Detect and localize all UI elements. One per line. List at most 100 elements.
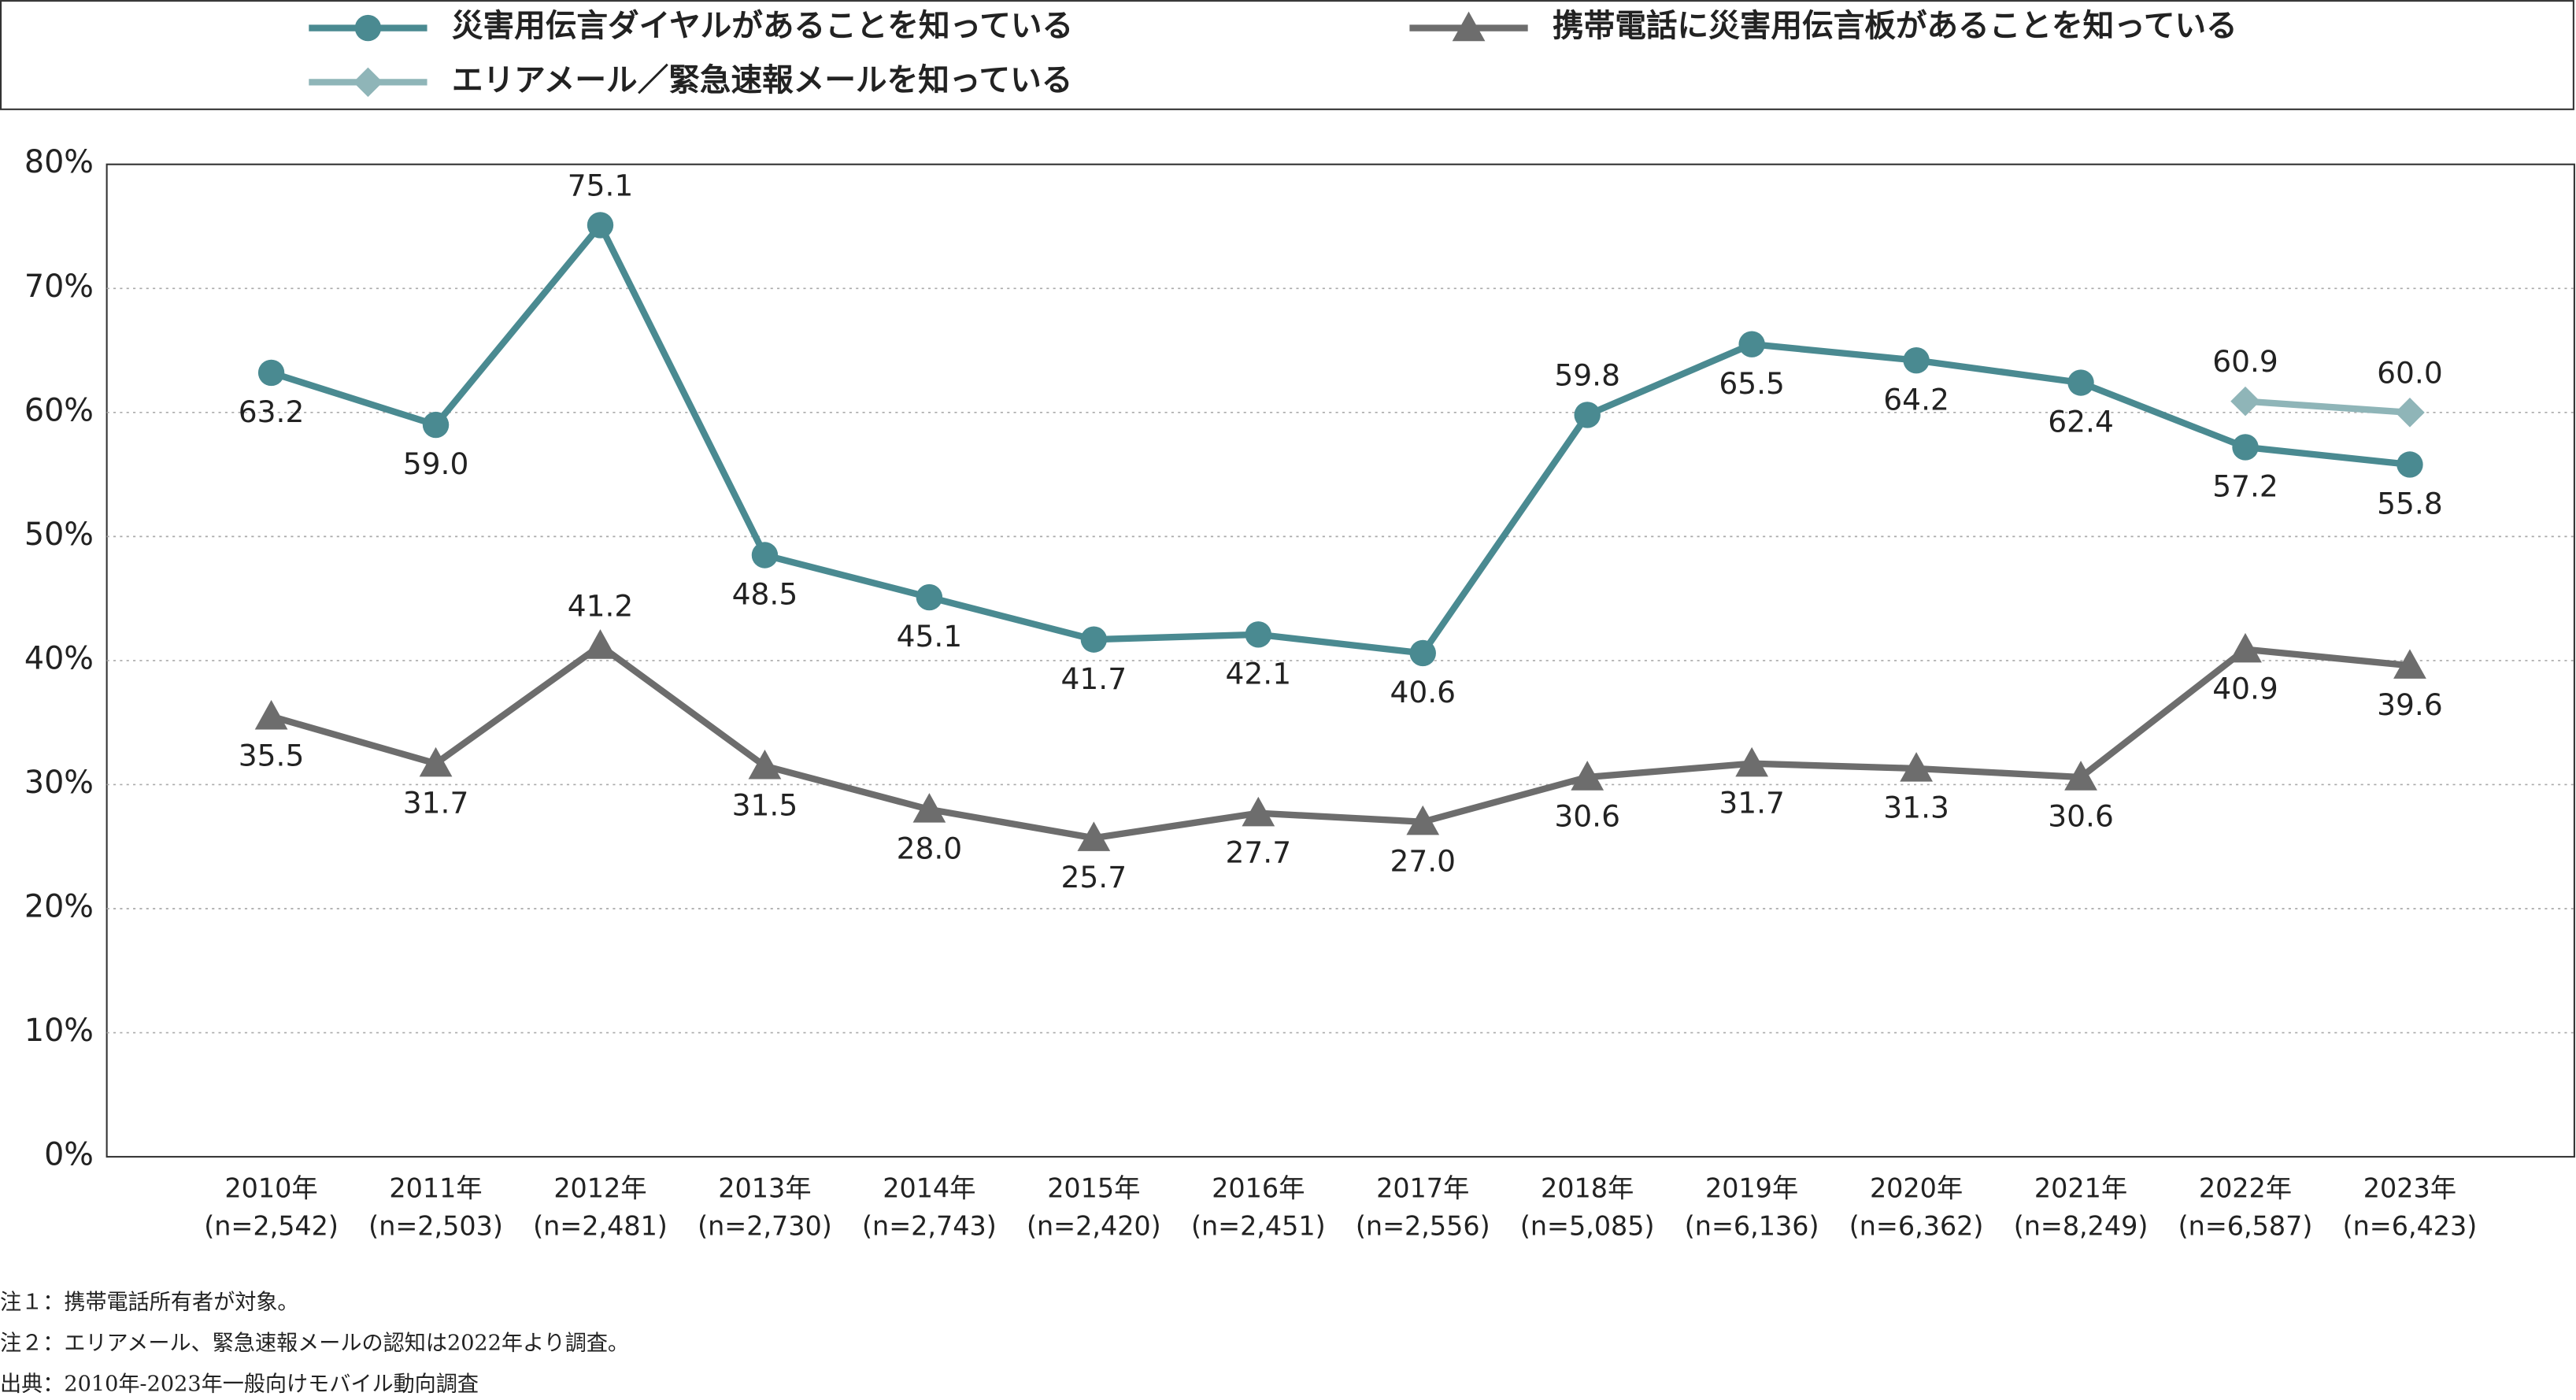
x-tick-label: 2019年: [1705, 1172, 1798, 1203]
marker: [2232, 434, 2259, 461]
marker: [419, 746, 453, 777]
legend-label: 災害用伝言ダイヤルがあることを知っている: [452, 8, 1073, 44]
x-tick-label: 2018年: [1541, 1172, 1634, 1203]
data-label: 41.2: [568, 589, 634, 624]
data-label: 31.7: [1719, 785, 1785, 820]
data-label: 55.8: [2377, 487, 2443, 521]
data-label: 40.9: [2212, 671, 2278, 706]
marker: [422, 411, 450, 439]
x-tick-label: (n=2,743): [862, 1210, 997, 1241]
x-tick-label: (n=2,503): [368, 1210, 503, 1241]
series-line: [2245, 398, 2411, 416]
marker: [254, 699, 288, 730]
series-line: [270, 641, 2411, 842]
legend-box: [0, 0, 2574, 110]
y-tick-label: 20%: [24, 889, 94, 925]
y-tick-label: 10%: [24, 1013, 94, 1049]
data-label: 64.2: [1883, 382, 1949, 417]
x-tick-label: 2012年: [553, 1172, 646, 1203]
data-label: 40.6: [1390, 675, 1456, 709]
data-label: 42.1: [1225, 657, 1291, 691]
data-label: 35.5: [239, 738, 305, 772]
marker: [1242, 796, 1275, 827]
data-label: 30.6: [2048, 799, 2114, 834]
marker: [587, 212, 614, 239]
data-label: 27.0: [1390, 843, 1456, 878]
marker: [1738, 331, 1765, 357]
marker: [583, 629, 617, 659]
legend-label: エリアメール／緊急速報メールを知っている: [452, 62, 1073, 98]
data-label: 65.5: [1719, 366, 1785, 401]
marker: [2396, 451, 2423, 478]
marker: [1574, 402, 1601, 428]
marker: [1409, 639, 1436, 667]
x-tick-label: 2017年: [1376, 1172, 1469, 1203]
x-tick-label: (n=6,362): [1849, 1210, 1984, 1241]
marker: [1080, 626, 1108, 653]
x-tick-label: 2022年: [2199, 1172, 2292, 1203]
marker: [2229, 632, 2262, 663]
marker: [1406, 805, 1440, 835]
x-tick-label: (n=2,556): [1356, 1210, 1490, 1241]
x-tick-label: (n=2,420): [1027, 1210, 1161, 1241]
series-line: [270, 219, 2411, 657]
data-label: 45.1: [897, 619, 963, 654]
marker: [1900, 752, 1933, 782]
note: 注２：エリアメール、緊急速報メールの認知は2022年より調査。: [0, 1331, 629, 1356]
marker: [912, 793, 946, 823]
y-tick-label: 30%: [24, 765, 94, 801]
x-tick-label: 2021年: [2034, 1172, 2127, 1203]
marker: [1245, 621, 1271, 648]
data-label: 60.0: [2377, 355, 2443, 390]
x-tick-label: 2016年: [1212, 1172, 1305, 1203]
x-tick-label: (n=8,249): [2014, 1210, 2149, 1241]
marker: [748, 749, 782, 780]
marker: [354, 14, 382, 42]
data-label: 31.7: [403, 785, 469, 820]
marker: [1452, 11, 1486, 42]
data-label: 59.0: [403, 446, 469, 481]
x-tick-label: (n=2,451): [1191, 1210, 1326, 1241]
x-tick-label: (n=2,481): [533, 1210, 668, 1241]
marker: [1077, 821, 1111, 851]
marker: [1735, 746, 1769, 777]
x-tick-label: (n=5,085): [1520, 1210, 1655, 1241]
x-tick-label: 2010年: [224, 1172, 317, 1203]
x-tick-label: (n=6,587): [2178, 1210, 2313, 1241]
y-tick-label: 80%: [24, 144, 94, 180]
marker: [2064, 761, 2097, 791]
data-label: 27.7: [1225, 835, 1291, 869]
x-tick-label: 2023年: [2363, 1172, 2456, 1203]
y-tick-label: 60%: [24, 392, 94, 428]
marker: [751, 542, 779, 569]
marker: [1571, 761, 1604, 791]
source: 出典：2010年-2023年一般向けモバイル動向調査: [0, 1372, 479, 1397]
data-label: 28.0: [897, 831, 963, 866]
marker: [916, 583, 943, 611]
data-label: 48.5: [732, 577, 798, 612]
y-tick-label: 50%: [24, 517, 94, 553]
data-label: 60.9: [2212, 344, 2278, 379]
data-label: 31.5: [732, 788, 798, 823]
x-tick-label: 2013年: [718, 1172, 811, 1203]
x-tick-label: (n=2,542): [204, 1210, 339, 1241]
data-label: 57.2: [2212, 469, 2278, 504]
data-label: 31.3: [1883, 791, 1949, 825]
marker: [2395, 398, 2425, 428]
x-tick-label: 2020年: [1870, 1172, 1963, 1203]
x-tick-label: (n=6,136): [1685, 1210, 1819, 1241]
marker: [2067, 369, 2094, 396]
data-label: 39.6: [2377, 687, 2443, 722]
y-tick-label: 40%: [24, 640, 94, 676]
data-label: 62.4: [2048, 405, 2114, 439]
y-tick-label: 0%: [44, 1137, 94, 1173]
data-label: 75.1: [568, 168, 634, 202]
x-tick-label: 2014年: [883, 1172, 975, 1203]
data-label: 59.8: [1554, 357, 1620, 392]
x-tick-label: (n=2,730): [698, 1210, 832, 1241]
marker: [1903, 346, 1930, 374]
data-label: 30.6: [1554, 799, 1620, 834]
marker: [257, 359, 285, 387]
data-label: 63.2: [239, 394, 305, 429]
